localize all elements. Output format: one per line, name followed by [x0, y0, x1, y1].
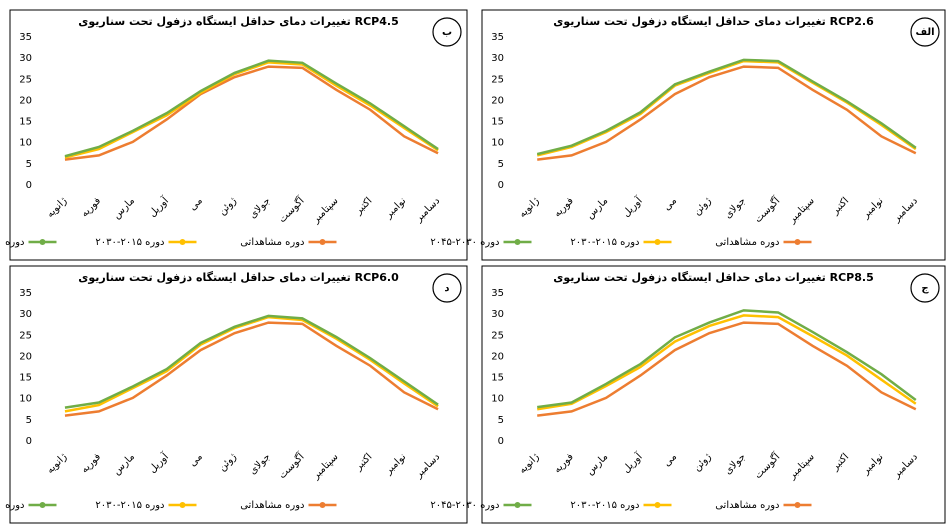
y-tick-label: 30	[491, 53, 504, 64]
panel-border	[9, 9, 468, 261]
y-tick-label: 30	[19, 309, 32, 320]
y-tick-label: 15	[19, 117, 32, 128]
series-line	[537, 309, 917, 409]
legend-label: دوره ۲۰۳۰-۲۰۴۵	[430, 237, 499, 248]
panel-border	[481, 265, 946, 524]
panel-label: الف	[915, 27, 934, 38]
legend-marker	[179, 502, 186, 508]
legend-marker	[39, 502, 46, 508]
panel-label: ب	[442, 27, 452, 38]
panel-label-circle	[432, 17, 462, 47]
y-tick-label: 30	[491, 309, 504, 320]
panel-label: د	[444, 283, 449, 294]
series-line	[64, 321, 439, 417]
y-tick-label: 0	[26, 180, 32, 191]
chart-title: تغییرات دمای حداقل ایستگاه دزفول تحت سنا…	[553, 271, 873, 284]
series-line	[537, 65, 917, 161]
y-tick-label: 10	[491, 138, 504, 149]
y-tick-label: 35	[491, 32, 504, 43]
legend-marker	[179, 239, 186, 245]
panel-border	[9, 265, 468, 524]
series-line	[537, 321, 917, 417]
y-tick-label: 10	[19, 394, 32, 405]
series-line	[536, 58, 917, 156]
legend-marker	[39, 239, 46, 245]
legend-label: دوره ۲۰۱۵-۲۰۳۰	[570, 500, 639, 511]
series-line	[64, 65, 439, 161]
panel-label-circle	[910, 17, 940, 47]
panel-label-circle	[910, 273, 940, 303]
y-tick-label: 10	[491, 394, 504, 405]
series-line	[64, 61, 439, 159]
series-line	[537, 314, 917, 411]
chart-panel: تغییرات دمای حداقل ایستگاه دزفول تحت سنا…	[430, 9, 946, 261]
legend-label: دوره ۲۰۱۵-۲۰۳۰	[95, 500, 164, 511]
y-tick-label: 20	[19, 351, 32, 362]
chart-title: تغییرات دمای حداقل ایستگاه دزفول تحت سنا…	[78, 271, 399, 284]
chart-panel: تغییرات دمای حداقل ایستگاه دزفول تحت سنا…	[0, 265, 468, 524]
legend-marker	[794, 239, 801, 245]
legend-label: دوره ۲۰۳۰-۲۰۴۵	[0, 500, 25, 511]
legend-marker	[654, 239, 661, 245]
y-tick-label: 20	[491, 95, 504, 106]
y-tick-label: 5	[26, 159, 32, 170]
y-tick-label: 5	[26, 415, 32, 426]
chart-title: تغییرات دمای حداقل ایستگاه دزفول تحت سنا…	[78, 15, 398, 28]
y-tick-label: 20	[19, 95, 32, 106]
legend-marker	[514, 502, 521, 508]
y-tick-label: 5	[498, 159, 504, 170]
y-tick-label: 15	[19, 373, 32, 384]
panel-label-circle	[432, 273, 462, 303]
y-tick-label: 5	[498, 415, 504, 426]
y-tick-label: 25	[19, 74, 32, 85]
chart-title: تغییرات دمای حداقل ایستگاه دزفول تحت سنا…	[553, 15, 874, 28]
y-tick-label: 30	[19, 53, 32, 64]
legend-label: دوره مشاهداتی	[715, 500, 779, 511]
chart-panel: تغییرات دمای حداقل ایستگاه دزفول تحت سنا…	[0, 9, 468, 261]
y-tick-label: 25	[491, 74, 504, 85]
legend-marker	[514, 239, 521, 245]
y-tick-label: 10	[19, 138, 32, 149]
legend-label: دوره ۲۰۳۰-۲۰۴۵	[0, 237, 25, 248]
legend-label: دوره ۲۰۱۵-۲۰۳۰	[95, 237, 164, 248]
y-tick-label: 15	[491, 373, 504, 384]
panel-label: ج	[921, 283, 929, 294]
y-tick-label: 15	[491, 117, 504, 128]
legend-label: دوره ۲۰۱۵-۲۰۳۰	[570, 237, 639, 248]
series-line	[64, 314, 439, 409]
legend-marker	[794, 502, 801, 508]
panel-border	[481, 9, 946, 261]
y-tick-label: 0	[26, 436, 32, 447]
legend-label: دوره مشاهداتی	[240, 237, 304, 248]
y-tick-label: 25	[19, 330, 32, 341]
y-tick-label: 25	[491, 330, 504, 341]
legend-label: دوره مشاهداتی	[240, 500, 304, 511]
y-tick-label: 35	[19, 288, 32, 299]
y-tick-label: 35	[491, 288, 504, 299]
legend-marker	[319, 502, 326, 508]
y-tick-label: 20	[491, 351, 504, 362]
legend-marker	[654, 502, 661, 508]
y-tick-label: 0	[498, 436, 504, 447]
chart-panel: تغییرات دمای حداقل ایستگاه دزفول تحت سنا…	[430, 265, 946, 524]
legend-label: دوره ۲۰۳۰-۲۰۴۵	[430, 500, 499, 511]
y-tick-label: 35	[19, 32, 32, 43]
legend-marker	[319, 239, 326, 245]
legend-label: دوره مشاهداتی	[715, 237, 779, 248]
series-line	[64, 59, 439, 158]
y-tick-label: 0	[498, 180, 504, 191]
